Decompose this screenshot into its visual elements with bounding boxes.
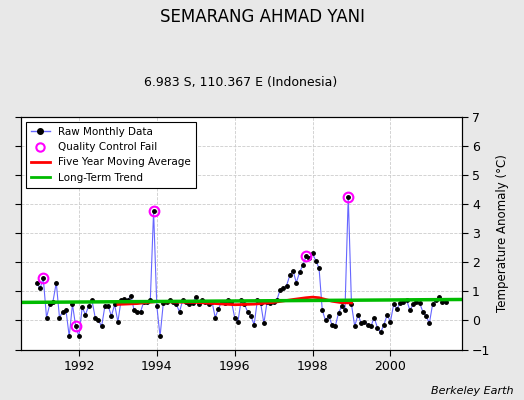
Text: Berkeley Earth: Berkeley Earth <box>431 386 514 396</box>
Title: 6.983 S, 110.367 E (Indonesia): 6.983 S, 110.367 E (Indonesia) <box>145 76 338 89</box>
Legend: Raw Monthly Data, Quality Control Fail, Five Year Moving Average, Long-Term Tren: Raw Monthly Data, Quality Control Fail, … <box>26 122 196 188</box>
Text: SEMARANG AHMAD YANI: SEMARANG AHMAD YANI <box>159 8 365 26</box>
Y-axis label: Temperature Anomaly (°C): Temperature Anomaly (°C) <box>496 154 509 312</box>
